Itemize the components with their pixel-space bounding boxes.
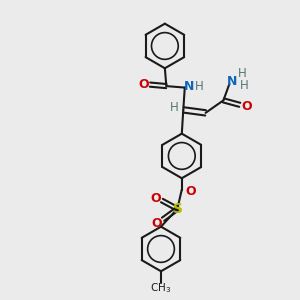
Text: N: N — [227, 74, 238, 88]
Text: O: O — [185, 185, 196, 198]
Text: O: O — [152, 217, 162, 230]
Text: N: N — [184, 80, 194, 93]
Text: S: S — [173, 202, 183, 216]
Text: O: O — [241, 100, 252, 113]
Text: O: O — [150, 192, 161, 205]
Text: H: H — [195, 80, 204, 93]
Text: H: H — [169, 101, 178, 114]
Text: H: H — [238, 67, 246, 80]
Text: CH$_3$: CH$_3$ — [150, 282, 172, 296]
Text: H: H — [240, 79, 249, 92]
Text: O: O — [138, 78, 149, 91]
